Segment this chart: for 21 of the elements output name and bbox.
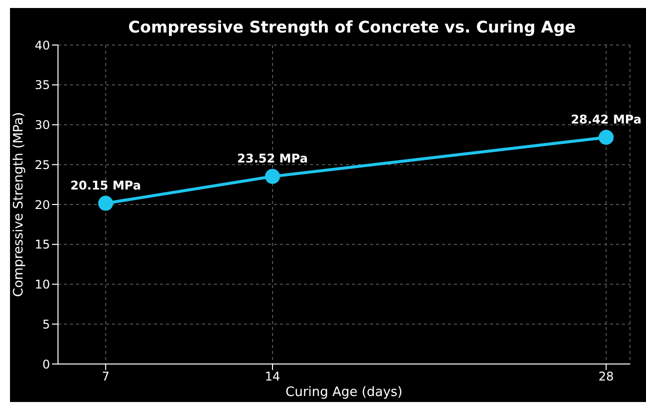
y-axis-title: Compressive Strength (MPa)	[12, 112, 27, 297]
data-label: 20.15 MPa	[70, 178, 141, 192]
data-label: 28.42 MPa	[570, 112, 642, 126]
data-label: 23.52 MPa	[237, 151, 308, 166]
y-tick-label: 40	[34, 38, 50, 52]
y-tick-label: 25	[34, 158, 50, 172]
point	[265, 168, 280, 184]
y-tick-label: 5	[42, 317, 50, 332]
chart-title: Compressive Strength of Concrete vs. Curing Age	[128, 17, 576, 36]
y-tick-label: 15	[34, 238, 50, 252]
x-tick-label: 14	[264, 370, 280, 384]
point	[598, 130, 614, 145]
y-tick-label: 30	[34, 118, 50, 132]
x-tick-label: 28	[598, 370, 614, 384]
y-tick-label: 20	[34, 198, 50, 212]
y-tick-label: 35	[34, 78, 50, 92]
point	[98, 196, 114, 211]
y-tick-label: 10	[34, 278, 50, 292]
y-tick-label: 0	[42, 357, 50, 372]
x-axis-title: Curing Age (days)	[286, 385, 402, 400]
x-tick-label: 7	[102, 370, 110, 384]
